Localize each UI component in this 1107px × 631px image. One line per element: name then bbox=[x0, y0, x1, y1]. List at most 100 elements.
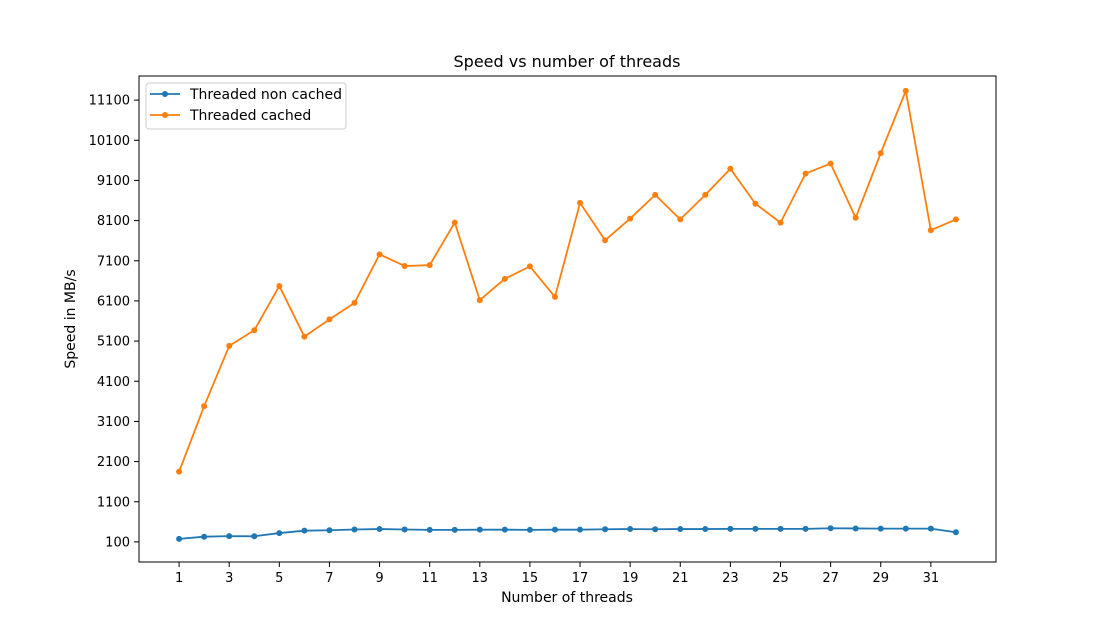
legend: Threaded non cached Threaded cached bbox=[145, 82, 347, 130]
data-point-threaded-non-cached bbox=[677, 526, 684, 533]
y-tick-label: 1100 bbox=[97, 495, 130, 510]
data-point-threaded-non-cached bbox=[176, 535, 183, 542]
data-point-threaded-non-cached bbox=[526, 526, 533, 533]
data-point-threaded-non-cached bbox=[276, 530, 283, 537]
legend-entry-non-cached: Threaded non cached bbox=[150, 87, 342, 103]
data-point-threaded-non-cached bbox=[376, 526, 383, 533]
y-tick-label: 3100 bbox=[97, 415, 130, 430]
x-tick-label: 29 bbox=[872, 571, 889, 586]
data-point-threaded-cached bbox=[501, 275, 508, 282]
axes bbox=[139, 76, 996, 562]
x-tick-label: 7 bbox=[325, 571, 333, 586]
data-point-threaded-cached bbox=[927, 227, 934, 234]
y-tick-label: 8100 bbox=[97, 214, 130, 229]
x-tick-label: 5 bbox=[275, 571, 283, 586]
x-axis-label: Number of threads bbox=[501, 590, 633, 606]
data-point-threaded-non-cached bbox=[702, 526, 709, 533]
data-point-threaded-cached bbox=[952, 216, 959, 223]
plot-area bbox=[139, 76, 996, 562]
plot-frame bbox=[138, 75, 997, 563]
x-tick-label: 15 bbox=[522, 571, 539, 586]
x-tick-label: 3 bbox=[225, 571, 233, 586]
data-point-threaded-cached bbox=[351, 299, 358, 306]
legend-label-non-cached: Threaded non cached bbox=[189, 87, 342, 103]
data-point-threaded-non-cached bbox=[476, 526, 483, 533]
series-threaded-non-cached bbox=[176, 525, 959, 542]
y-tick-label: 5100 bbox=[97, 335, 130, 350]
data-point-threaded-cached bbox=[426, 262, 433, 269]
data-point-threaded-non-cached bbox=[326, 527, 333, 534]
data-point-threaded-cached bbox=[627, 215, 634, 222]
data-point-threaded-cached bbox=[226, 342, 233, 349]
data-point-threaded-non-cached bbox=[226, 533, 233, 540]
x-tick-label: 17 bbox=[572, 571, 589, 586]
data-point-threaded-cached bbox=[902, 87, 909, 94]
legend-entry-cached: Threaded cached bbox=[150, 108, 311, 124]
data-point-threaded-non-cached bbox=[451, 526, 458, 533]
data-point-threaded-cached bbox=[602, 237, 609, 244]
data-point-threaded-cached bbox=[752, 200, 759, 207]
data-point-threaded-non-cached bbox=[201, 533, 208, 540]
data-point-threaded-non-cached bbox=[902, 525, 909, 532]
data-point-threaded-non-cached bbox=[426, 526, 433, 533]
data-point-threaded-non-cached bbox=[877, 525, 884, 532]
data-point-threaded-cached bbox=[376, 251, 383, 258]
y-tick-label: 7100 bbox=[97, 254, 130, 269]
data-point-threaded-non-cached bbox=[351, 526, 358, 533]
y-tick-label: 11100 bbox=[89, 94, 130, 109]
y-tick-label: 9100 bbox=[97, 174, 130, 189]
data-point-threaded-cached bbox=[526, 263, 533, 270]
y-tick-label: 10100 bbox=[89, 134, 130, 149]
data-point-threaded-cached bbox=[451, 219, 458, 226]
data-point-threaded-cached bbox=[727, 165, 734, 172]
data-point-threaded-non-cached bbox=[251, 533, 258, 540]
y-tick-label: 2100 bbox=[97, 455, 130, 470]
x-tick-label: 9 bbox=[375, 571, 383, 586]
x-tick-label: 11 bbox=[421, 571, 438, 586]
data-point-threaded-non-cached bbox=[727, 525, 734, 532]
x-tick-label: 1 bbox=[175, 571, 183, 586]
data-point-threaded-non-cached bbox=[501, 526, 508, 533]
data-point-threaded-non-cached bbox=[301, 527, 308, 534]
data-point-threaded-cached bbox=[201, 403, 208, 410]
data-point-threaded-cached bbox=[652, 191, 659, 198]
x-tick-label: 21 bbox=[672, 571, 689, 586]
data-point-threaded-cached bbox=[251, 327, 258, 334]
data-point-threaded-non-cached bbox=[777, 525, 784, 532]
x-tick-label: 19 bbox=[622, 571, 639, 586]
data-point-threaded-cached bbox=[827, 160, 834, 167]
data-point-threaded-cached bbox=[326, 316, 333, 323]
series-line-threaded-non-cached bbox=[179, 527, 957, 540]
data-point-threaded-non-cached bbox=[827, 525, 834, 532]
data-point-threaded-cached bbox=[877, 150, 884, 157]
data-point-threaded-cached bbox=[777, 219, 784, 226]
data-point-threaded-cached bbox=[476, 297, 483, 304]
x-tick-label: 25 bbox=[772, 571, 789, 586]
data-point-threaded-non-cached bbox=[551, 526, 558, 533]
data-point-threaded-cached bbox=[852, 214, 859, 221]
x-tick-label: 27 bbox=[822, 571, 839, 586]
data-point-threaded-non-cached bbox=[952, 529, 959, 536]
y-tick-label: 100 bbox=[105, 535, 130, 550]
x-axis-ticks: 1 3 5 7 9 11 13 15 17 19 21 23 25 27 29 31 bbox=[175, 562, 939, 586]
data-point-threaded-cached bbox=[551, 293, 558, 300]
data-point-threaded-cached bbox=[802, 170, 809, 177]
data-point-threaded-cached bbox=[301, 333, 308, 340]
data-point-threaded-non-cached bbox=[627, 526, 634, 533]
data-point-threaded-non-cached bbox=[752, 525, 759, 532]
y-tick-label: 4100 bbox=[97, 375, 130, 390]
x-tick-label: 31 bbox=[923, 571, 940, 586]
data-point-threaded-non-cached bbox=[577, 526, 584, 533]
data-point-threaded-cached bbox=[176, 468, 183, 475]
legend-marker-non-cached bbox=[162, 91, 168, 97]
x-tick-label: 23 bbox=[722, 571, 739, 586]
y-tick-label: 6100 bbox=[97, 294, 130, 309]
data-point-threaded-non-cached bbox=[927, 525, 934, 532]
data-point-threaded-non-cached bbox=[401, 526, 408, 533]
series-layer bbox=[176, 87, 959, 542]
series-threaded-cached bbox=[176, 87, 959, 475]
y-axis-ticks: 100 1100 2100 3100 4100 5100 6100 7100 8100 9100 1… bbox=[89, 94, 139, 550]
data-point-threaded-cached bbox=[702, 191, 709, 198]
data-point-threaded-cached bbox=[276, 283, 283, 290]
